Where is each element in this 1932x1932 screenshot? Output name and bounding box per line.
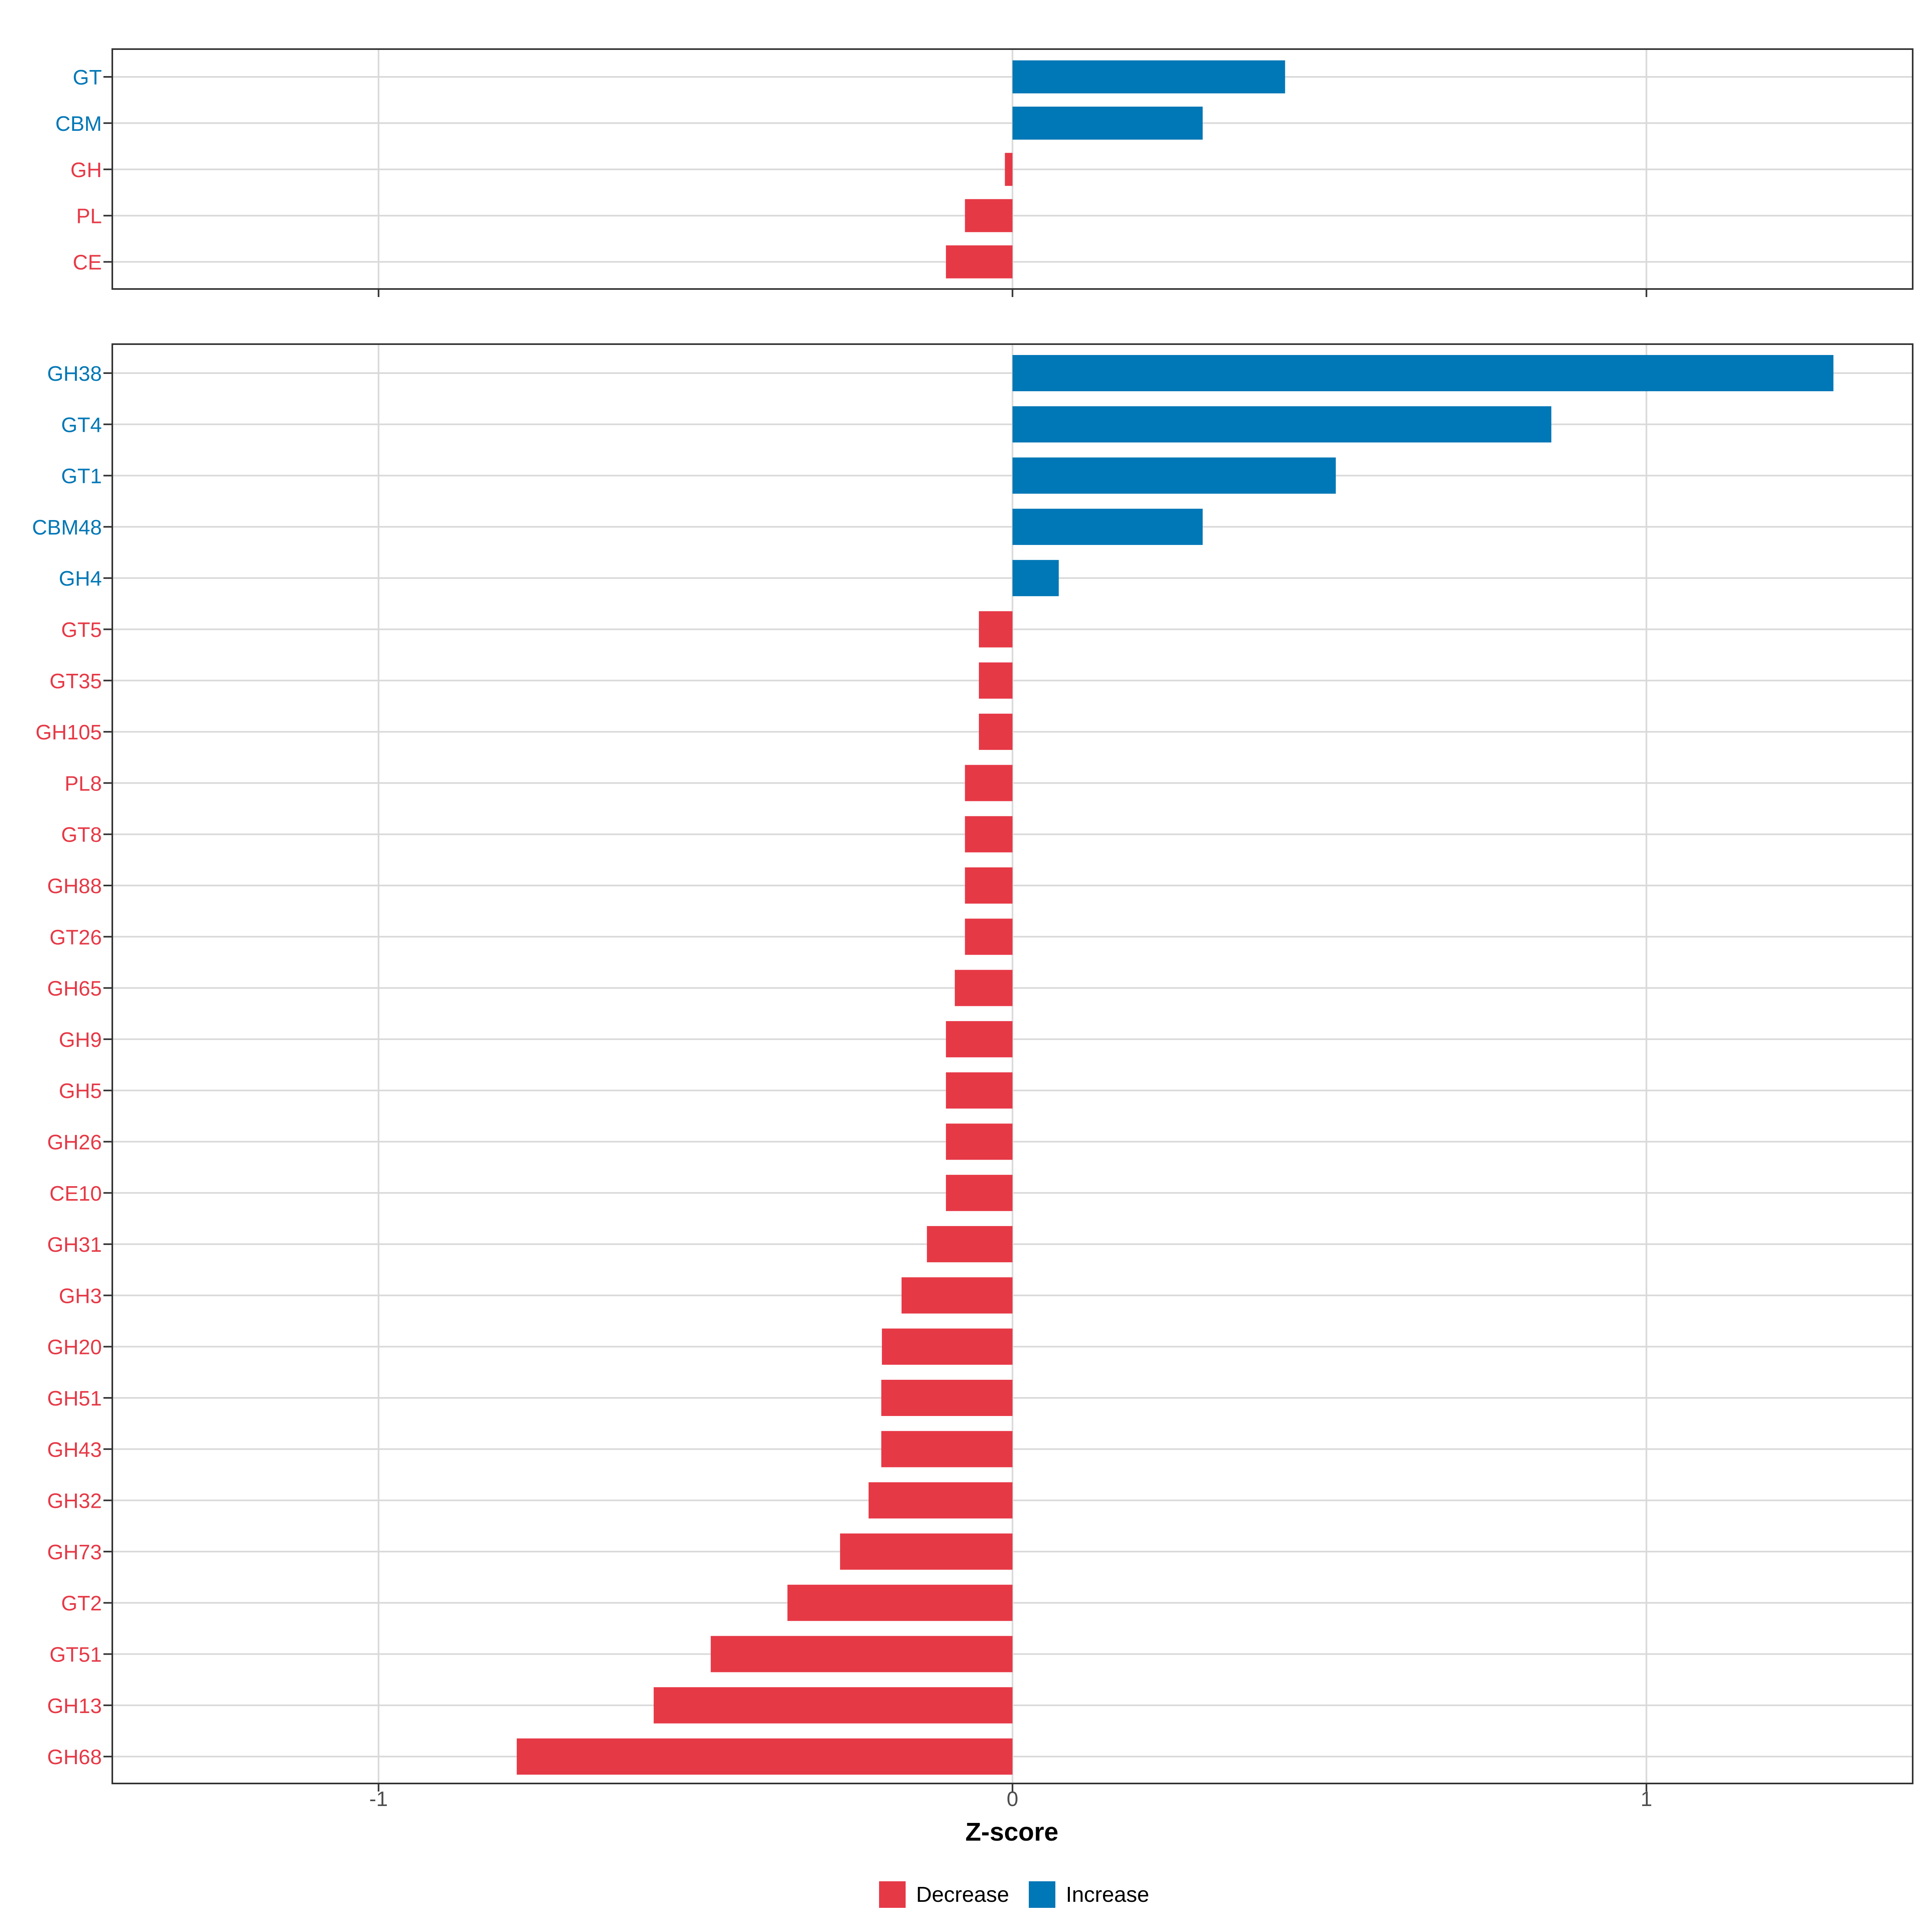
y-tick-label-gh20: GH20 (47, 1336, 102, 1359)
bar-gh (1005, 153, 1013, 186)
x-axis: -1 0 1 (369, 1788, 1652, 1811)
y-tick-label-gh32: GH32 (47, 1490, 102, 1513)
bar-gh31 (927, 1226, 1013, 1263)
bar-gt8 (965, 816, 1013, 852)
y-tick-label-gt: GT (73, 66, 102, 89)
y-tick-label-pl8: PL8 (64, 772, 102, 795)
y-tick-label-gh105: GH105 (35, 721, 102, 744)
legend-label-increase: Increase (1066, 1882, 1149, 1907)
y-tick-label-gh: GH (70, 159, 102, 182)
bar-gh105 (979, 714, 1013, 750)
y-tick-label-ce: CE (73, 251, 102, 275)
bar-pl (965, 199, 1013, 232)
y-tick-label-pl: PL (76, 205, 102, 228)
legend-key-decrease (879, 1881, 906, 1908)
y-tick-label-gh88: GH88 (47, 875, 102, 898)
y-tick-label-gh68: GH68 (47, 1746, 102, 1769)
y-tick-label-gh38: GH38 (47, 362, 102, 386)
bar-gh5 (946, 1072, 1013, 1109)
y-tick-label-cbm: CBM (55, 112, 102, 136)
bar-gh20 (882, 1328, 1013, 1365)
y-tick-label-gh13: GH13 (47, 1695, 102, 1718)
bar-gh65 (955, 970, 1013, 1006)
bar-gt4 (1012, 406, 1552, 443)
bar-gt1 (1012, 457, 1336, 494)
y-tick-label-gh65: GH65 (47, 977, 102, 1001)
bar-gh3 (901, 1277, 1013, 1314)
bar-gh13 (654, 1687, 1013, 1724)
y-tick-label-gh31: GH31 (47, 1233, 102, 1257)
bar-gt5 (979, 611, 1013, 648)
bar-gh43 (881, 1431, 1013, 1468)
bar-gt51 (710, 1636, 1013, 1672)
bar-gt (1012, 60, 1285, 93)
bar-gt26 (965, 919, 1013, 955)
bar-ce (946, 245, 1013, 279)
y-tick-label-gt35: GT35 (50, 670, 102, 693)
bar-gt35 (979, 662, 1013, 699)
bar-gh32 (868, 1482, 1013, 1519)
y-tick-label-gh73: GH73 (47, 1541, 102, 1564)
bar-ce10 (946, 1174, 1013, 1211)
bar-gh9 (946, 1021, 1013, 1057)
y-tick-label-ce10: CE10 (50, 1182, 102, 1205)
bar-gh51 (881, 1380, 1013, 1416)
bar-cbm48 (1012, 508, 1203, 545)
bottom-panel: GH38 GT4 GT1 CBM48 GH4 GT5 GT35 GH105 PL8 GT8 GH88… (32, 343, 1913, 1792)
bar-gt2 (787, 1585, 1013, 1621)
bar-pl8 (965, 765, 1013, 801)
bar-gh68 (516, 1738, 1013, 1775)
y-tick-label-gt1: GT1 (61, 465, 102, 488)
legend-key-increase (1029, 1881, 1055, 1908)
y-tick-label-gt2: GT2 (61, 1592, 102, 1615)
bar-gh4 (1012, 560, 1059, 597)
x-tick-label: 1 (1641, 1788, 1652, 1811)
y-tick-label-gh9: GH9 (59, 1028, 102, 1052)
legend-label-decrease: Decrease (916, 1882, 1009, 1907)
top-panel: GT CBM GH PL CE (55, 48, 1913, 297)
y-tick-label-gt26: GT26 (50, 926, 102, 949)
x-tick-label: -1 (369, 1788, 388, 1811)
y-tick-label-gh5: GH5 (59, 1080, 102, 1103)
y-tick-label-gt4: GT4 (61, 413, 102, 437)
y-tick-label-gh26: GH26 (47, 1131, 102, 1154)
y-tick-label-gt51: GT51 (50, 1643, 102, 1667)
bar-gh73 (840, 1533, 1013, 1570)
bar-gh38 (1012, 355, 1834, 391)
y-tick-label-gh43: GH43 (47, 1438, 102, 1461)
y-tick-label-gh4: GH4 (59, 567, 102, 590)
bar-gh88 (965, 867, 1013, 904)
y-tick-label-gh3: GH3 (59, 1284, 102, 1308)
x-tick-label: 0 (1007, 1788, 1018, 1811)
legend: Decrease Increase (879, 1881, 1149, 1908)
bar-gh26 (946, 1123, 1013, 1160)
bar-cbm (1012, 106, 1203, 140)
y-tick-label-cbm48: CBM48 (32, 516, 102, 539)
x-axis-title: Z-score (965, 1817, 1058, 1846)
y-tick-label-gt8: GT8 (61, 824, 102, 847)
y-tick-label-gt5: GT5 (61, 619, 102, 642)
y-tick-label-gh51: GH51 (47, 1387, 102, 1410)
